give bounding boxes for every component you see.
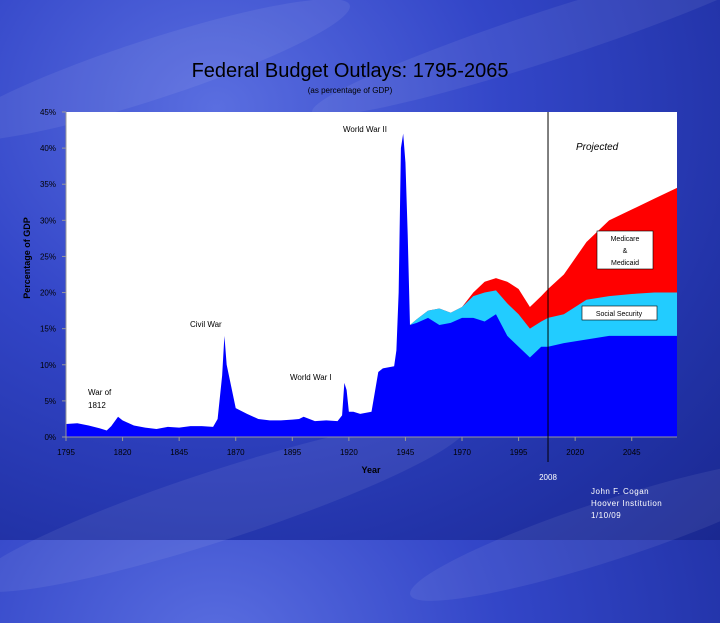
marker-year-label: 2008 [539,473,557,482]
annotation-social-security: Social Security [596,311,643,318]
y-tick-label: 0% [44,433,56,442]
y-axis-label: Percentage of GDP [22,217,32,299]
annotation-civil-war: Civil War [190,320,222,329]
x-tick-label: 1795 [57,448,75,457]
x-tick-label: 1845 [170,448,188,457]
footer-author: John F. Cogan [591,487,650,496]
x-tick-label: 1970 [453,448,471,457]
y-tick-label: 30% [40,216,56,225]
area-total-outlays [66,133,677,437]
x-tick-label: 1820 [114,448,132,457]
y-tick-label: 35% [40,180,56,189]
x-axis-label: Year [361,465,381,475]
x-tick-label: 1870 [227,448,245,457]
x-tick-label: 1945 [397,448,415,457]
social-security-label-box [581,305,658,321]
annotation-medicare-line2: & [623,248,628,255]
x-tick-label: 1895 [283,448,301,457]
x-tick-label: 1920 [340,448,358,457]
footer-institution: Hoover Institution [591,499,663,508]
annotation-war-1812-line2: 1812 [88,401,106,410]
annotation-war-1812-line1: War of [88,388,112,397]
annotation-world-war-2: World War II [343,125,387,134]
footer-credit: John F. Cogan Hoover Institution 1/10/09 [591,486,662,522]
chart-subtitle: (as percentage of GDP) [307,86,393,95]
y-tick-label: 25% [40,252,56,261]
budget-outlays-chart: 0% 5% 10% 15% 20% 25% 30% 35% 40% 45% 1795 1820 184… [22,108,677,482]
y-tick-label: 5% [44,397,56,406]
medicare-label-box [596,230,654,270]
annotation-world-war-1: World War I [290,373,332,382]
x-tick-label: 2045 [623,448,641,457]
annotation-projected: Projected [576,142,619,153]
y-tick-label: 15% [40,325,56,334]
chart-title: Federal Budget Outlays: 1795-2065 [191,60,509,82]
footer-date: 1/10/09 [591,511,622,520]
annotation-medicare-line1: Medicare [611,236,640,243]
x-tick-label: 1995 [510,448,528,457]
y-tick-label: 10% [40,361,56,370]
y-tick-label: 40% [40,144,56,153]
annotation-medicare-line3: Medicaid [611,260,639,267]
x-tick-label: 2020 [566,448,584,457]
y-tick-label: 20% [40,289,56,298]
y-tick-label: 45% [40,108,56,117]
